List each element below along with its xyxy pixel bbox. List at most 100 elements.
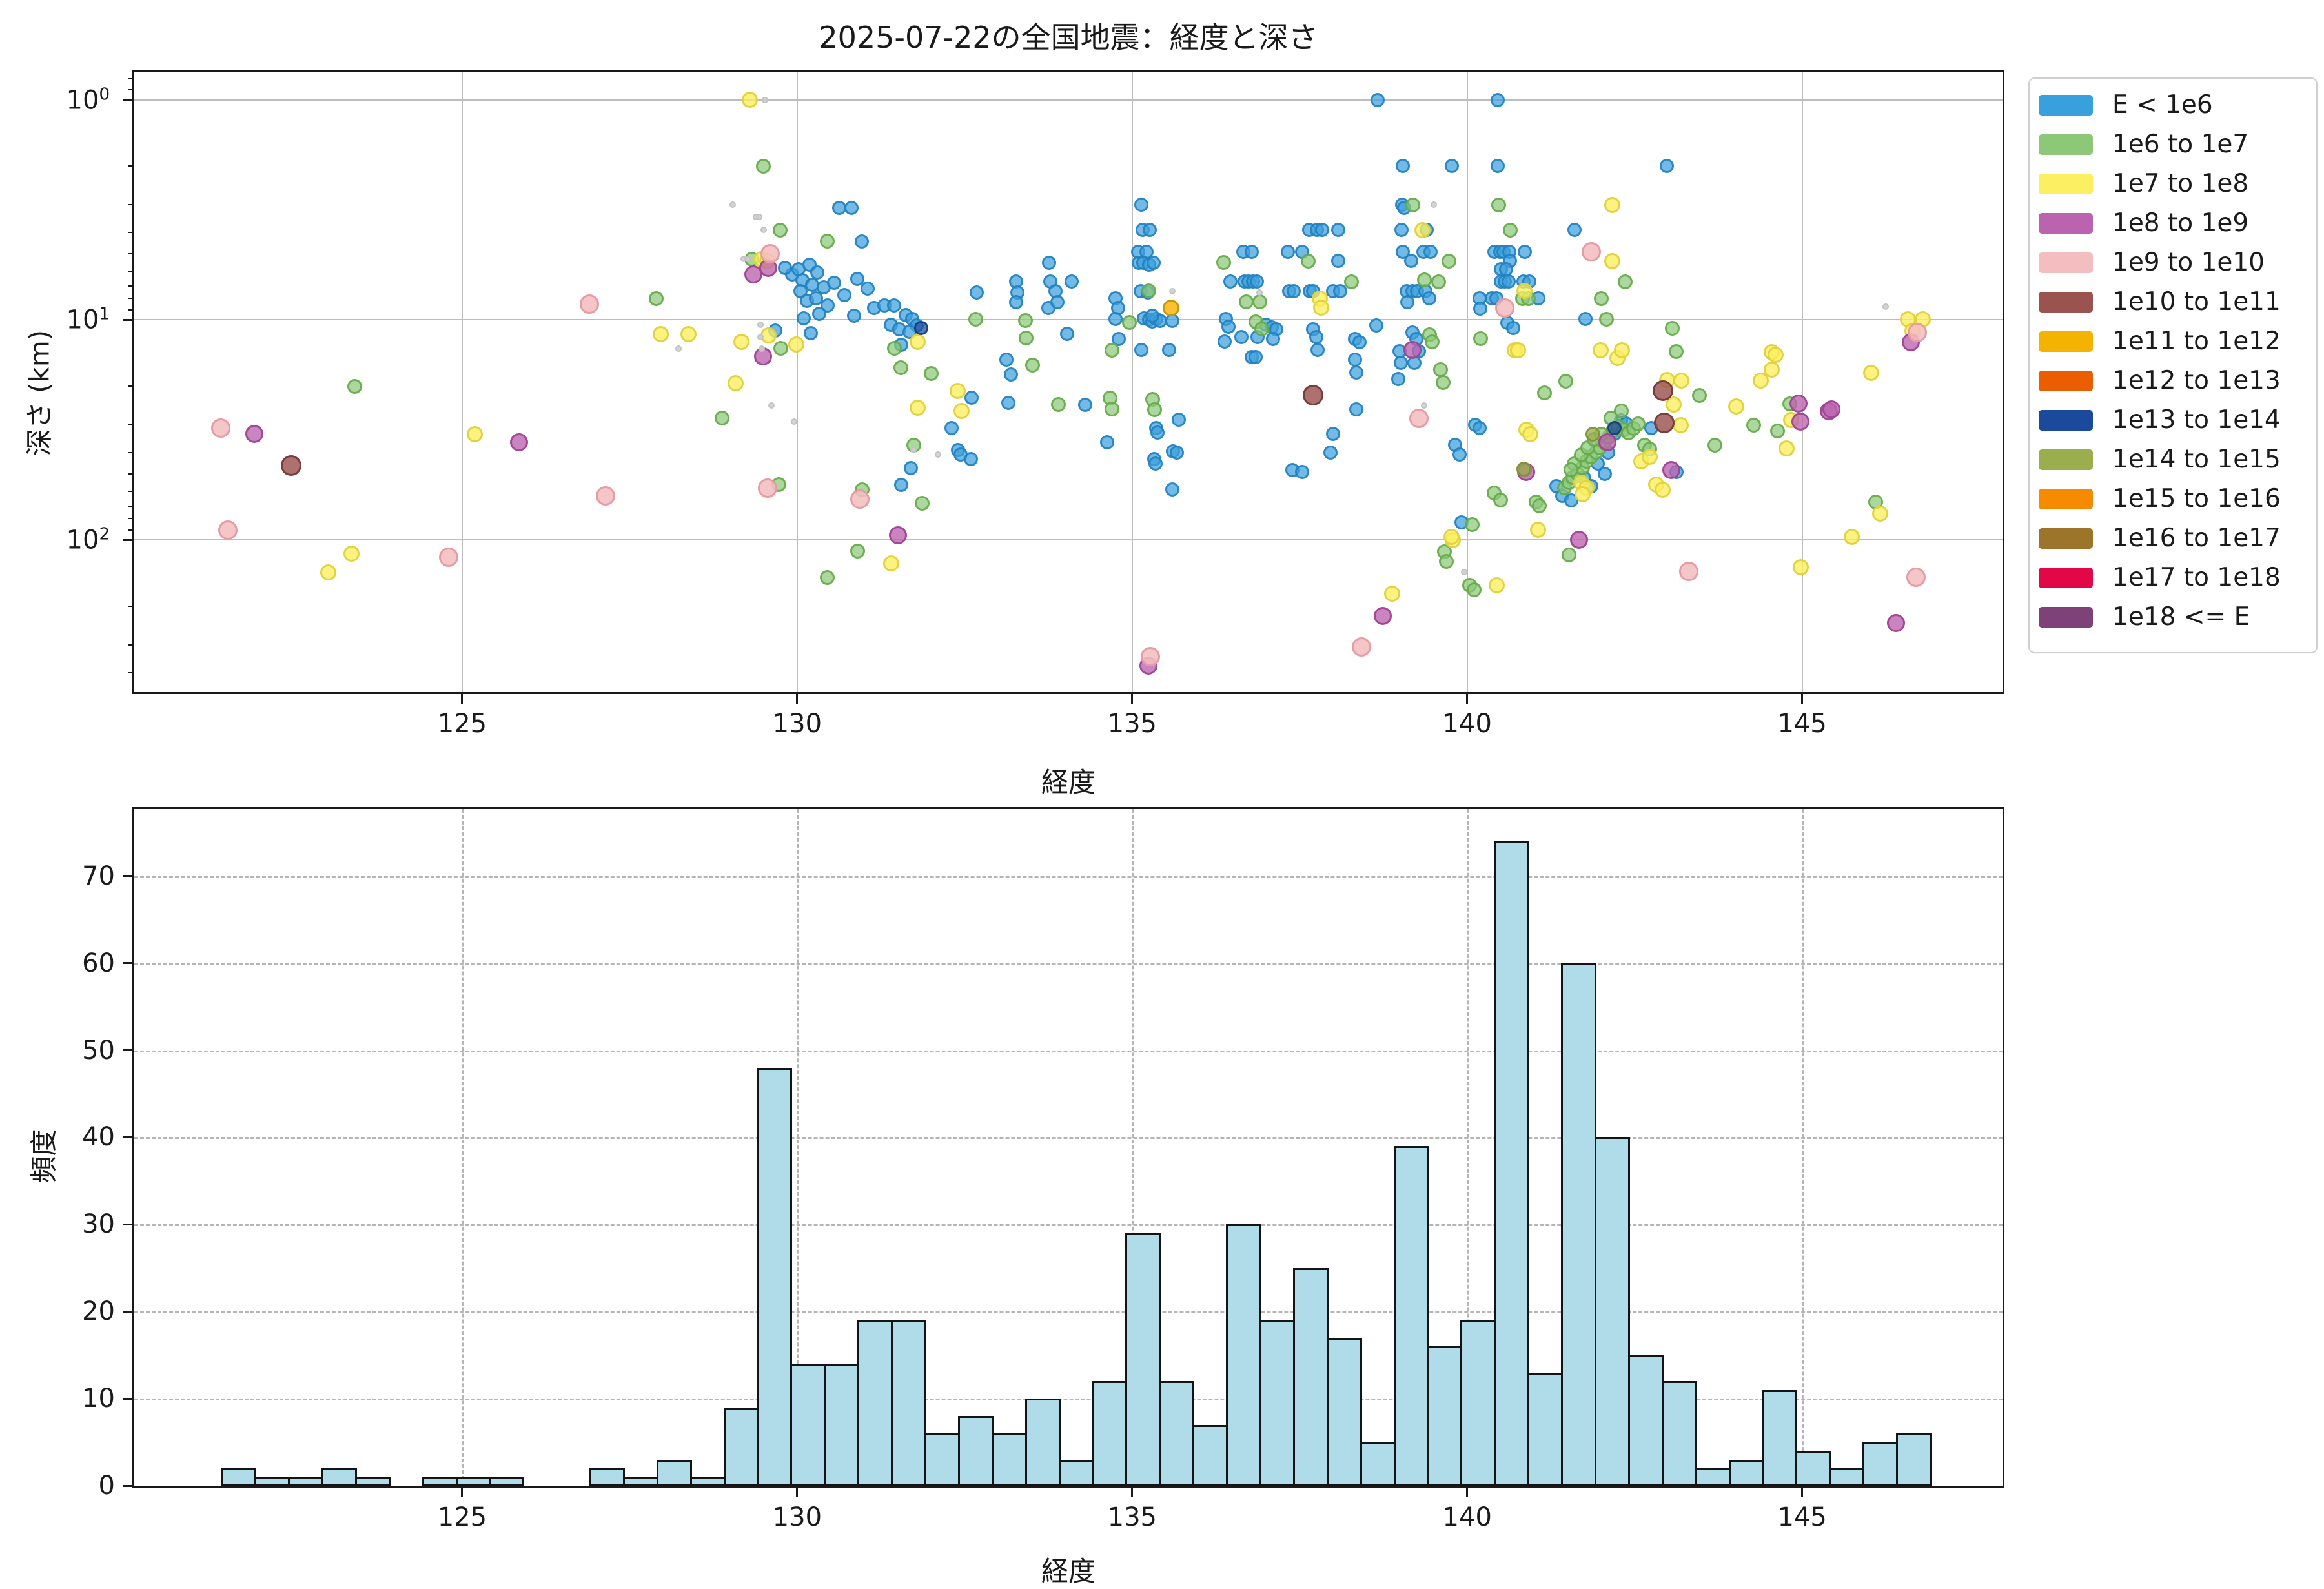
scatter-point-g [1105, 402, 1120, 416]
scatter-point-b [1444, 159, 1459, 174]
scatter-point-y [320, 564, 336, 580]
legend-label: 1e18 <= E [2112, 602, 2250, 631]
y-tick-mark [123, 318, 134, 321]
scatter-point-g [1618, 274, 1633, 289]
legend-item: 1e6 to 1e7 [2039, 125, 2316, 164]
scatter-point-b [1332, 283, 1347, 298]
histogram-bar [1326, 1337, 1362, 1486]
histogram-x-axis-label: 経度 [1041, 1555, 1096, 1587]
scatter-point-y [1613, 342, 1630, 358]
scatter-point-gold [1163, 299, 1179, 316]
scatter-point-y [1764, 361, 1780, 378]
scatter-point-g [1416, 272, 1432, 288]
scatter-point-y [882, 555, 899, 572]
legend-label: 1e12 to 1e13 [2112, 366, 2281, 395]
legend-item: 1e17 to 1e18 [2039, 558, 2316, 597]
x-tick-mark [1466, 692, 1469, 704]
scatter-point-b [1148, 456, 1163, 471]
x-tick-label: 145 [1777, 709, 1827, 739]
scatter-point-p [211, 418, 231, 438]
histogram-bar [1360, 1442, 1396, 1486]
x-tick-mark [461, 1486, 464, 1497]
scatter-point-y [1530, 522, 1547, 538]
scatter-point-b [1221, 319, 1236, 334]
scatter-point-p [1409, 408, 1429, 428]
scatter-ticks: 125 130 135 140 145 100 101 102 [66, 72, 2003, 739]
legend-item: 1e7 to 1e8 [2039, 164, 2316, 203]
y-tick-mark [123, 1136, 134, 1138]
scatter-point-br [1652, 380, 1673, 402]
hist-gridline-y-20 [134, 1311, 2003, 1314]
legend-label: 1e7 to 1e8 [2112, 169, 2249, 198]
histogram-bar [1159, 1381, 1195, 1486]
y-minor-tick [128, 270, 134, 272]
legend-item: 1e8 to 1e9 [2039, 203, 2316, 243]
scatter-point-b [1244, 244, 1259, 259]
scatter-point-g [1630, 416, 1646, 431]
legend-label: 1e13 to 1e14 [2112, 405, 2281, 435]
scatter-point-y [1673, 373, 1690, 389]
scatter-point-g [1343, 274, 1359, 289]
y-minor-tick [128, 451, 134, 453]
legend-swatch [2039, 212, 2093, 234]
scatter-point-y [1383, 585, 1400, 602]
scatter-point-g [1019, 331, 1034, 346]
scatter-point-y [953, 403, 970, 420]
scatter-point-b [1422, 291, 1436, 306]
y-minor-tick [128, 424, 134, 426]
legend-label: 1e8 to 1e9 [2112, 209, 2249, 238]
scatter-point-b [1065, 274, 1079, 289]
legend-label: 1e9 to 1e10 [2112, 248, 2265, 277]
legend-label: 1e6 to 1e7 [2112, 130, 2249, 159]
scatter-point-g [1491, 197, 1507, 212]
scatter-point-g [923, 365, 939, 381]
scatter-point-y [343, 545, 360, 562]
histogram-bar [790, 1364, 826, 1486]
gridline-x-130 [796, 72, 798, 692]
scatter-point-b [1498, 262, 1513, 277]
scatter-point-gr [744, 256, 751, 263]
legend-item: 1e13 to 1e14 [2039, 400, 2316, 440]
scatter-point-b [1393, 356, 1408, 371]
freq-tick-label: 30 [82, 1209, 115, 1240]
freq-tick-label: 70 [82, 861, 115, 891]
x-tick-mark [796, 1486, 799, 1497]
scatter-point-g [1464, 517, 1480, 532]
histogram-bars-layer [134, 809, 2003, 1486]
scatter-point-b [1170, 445, 1185, 460]
scatter-point-b [1310, 343, 1325, 358]
scatter-point-y [1604, 252, 1621, 269]
scatter-point-g [968, 311, 984, 327]
histogram-bar [1125, 1233, 1161, 1486]
scatter-point-b [1286, 283, 1301, 298]
y-minor-tick [128, 490, 134, 492]
scatter-point-b [1003, 367, 1018, 382]
depth-tick-label: 102 [66, 524, 110, 556]
histogram-bar [1661, 1381, 1697, 1486]
scatter-point-g [1669, 343, 1684, 359]
histogram-bar [857, 1320, 893, 1486]
scatter-point-b [1161, 343, 1176, 358]
hist-gridline-y-10 [134, 1399, 2003, 1401]
legend-swatch [2039, 370, 2093, 391]
gridline-depth-1 [134, 99, 2003, 101]
scatter-point-gr [675, 345, 682, 352]
x-tick-label: 140 [1442, 709, 1492, 739]
legend-swatch [2039, 409, 2093, 431]
y-tick-mark [123, 538, 134, 541]
histogram-plot-area: 125 130 135 140 145 0 10 20 30 40 50 60 70 [82, 807, 2004, 1532]
scatter-point-p [760, 243, 780, 263]
scatter-point-g [1769, 424, 1785, 439]
y-tick-mark [123, 875, 134, 877]
scatter-point-y [733, 334, 750, 351]
legend-label: E < 1e6 [2112, 90, 2213, 119]
scatter-point-b [1331, 223, 1346, 238]
scatter-point-y [1312, 300, 1329, 316]
scatter-point-n [913, 321, 928, 336]
legend-item: 1e11 to 1e12 [2039, 322, 2316, 361]
scatter-point-b [854, 234, 869, 249]
scatter-point-br [1303, 385, 1324, 406]
scatter-point-m [888, 526, 907, 544]
scatter-point-b [1134, 198, 1149, 212]
scatter-point-b [893, 477, 908, 492]
